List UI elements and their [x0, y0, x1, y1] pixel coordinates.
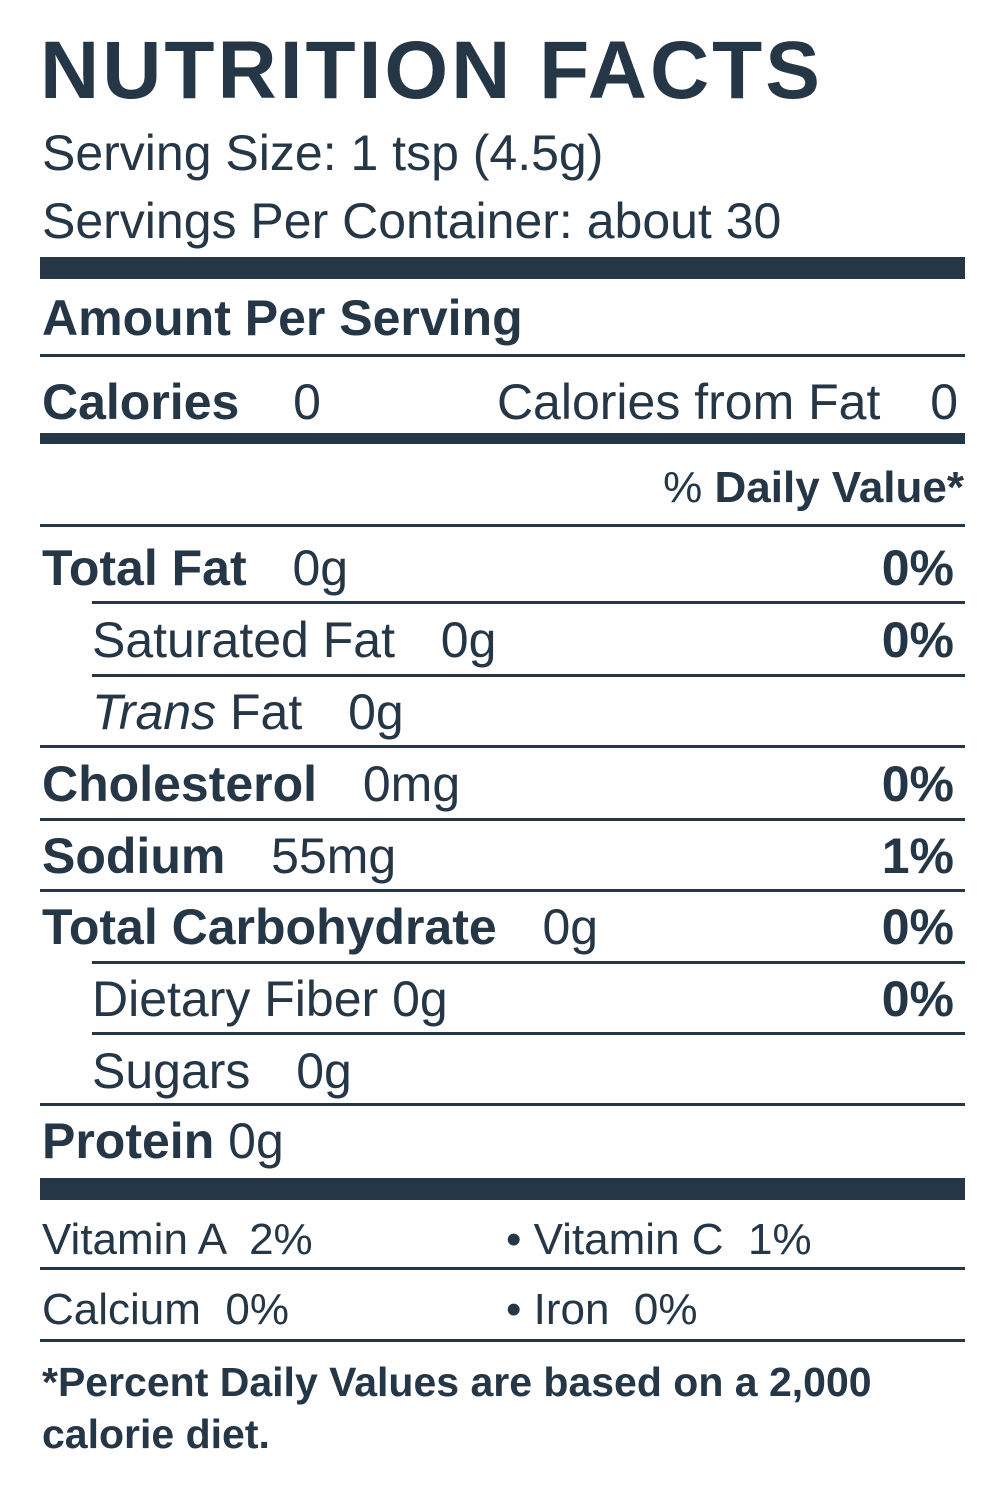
cholesterol-amount: 0mg [362, 756, 461, 812]
dietary-fiber-row: Dietary Fiber 0g [92, 969, 448, 1029]
cholesterol-label: Cholesterol [42, 756, 318, 812]
dietary-fiber-amount: 0g [392, 971, 448, 1027]
calories-row: Calories 0 [42, 372, 321, 432]
cholesterol-row: Cholesterol 0mg [42, 754, 460, 814]
divider [92, 601, 965, 604]
protein-row: Protein 0g [42, 1111, 284, 1171]
calories-from-fat-row: Calories from Fat 0 [497, 372, 958, 432]
medium-divider [40, 433, 965, 444]
calories-label: Calories [42, 374, 240, 430]
protein-label: Protein [42, 1113, 215, 1169]
saturated-fat-row: Saturated Fat 0g [92, 610, 496, 670]
thick-divider [40, 1178, 965, 1200]
divider [40, 354, 965, 357]
divider [40, 1103, 965, 1106]
divider [92, 961, 965, 964]
total-fat-amount: 0g [292, 540, 349, 596]
total-carbohydrate-dv: 0% [881, 899, 954, 955]
dietary-fiber-dv: 0% [881, 971, 954, 1027]
divider [92, 674, 965, 677]
cholesterol-dv: 0% [881, 756, 954, 812]
calories-value: 0 [293, 374, 321, 430]
total-carbohydrate-label: Total Carbohydrate [42, 899, 497, 955]
label-title: NUTRITION FACTS [40, 25, 823, 116]
total-carbohydrate-amount: 0g [542, 899, 599, 955]
saturated-fat-label: Saturated Fat [92, 612, 395, 668]
divider [92, 1032, 965, 1035]
daily-value-header: % Daily Value* [663, 462, 964, 514]
trans-fat-row: Trans Fat 0g [92, 682, 404, 742]
servings-per-container: Servings Per Container: about 30 [42, 193, 782, 249]
sodium-amount: 55mg [271, 828, 397, 884]
sodium-row: Sodium 55mg [42, 826, 396, 886]
trans-fat-label-italic: Trans [92, 684, 217, 740]
sodium-label: Sodium [42, 828, 226, 884]
total-fat-label: Total Fat [42, 540, 247, 596]
divider [40, 1267, 965, 1270]
divider [40, 745, 965, 748]
thick-divider [40, 257, 965, 279]
iron: • Iron 0% [506, 1285, 698, 1334]
sugars-amount: 0g [296, 1043, 352, 1099]
serving-size: Serving Size: 1 tsp (4.5g) [42, 125, 604, 181]
sugars-row: Sugars 0g [92, 1041, 352, 1101]
protein-amount: 0g [228, 1113, 284, 1169]
saturated-fat-amount: 0g [440, 612, 497, 668]
vitamin-a: Vitamin A 2% [42, 1215, 313, 1264]
sugars-label: Sugars [92, 1043, 251, 1099]
divider [40, 818, 965, 821]
calories-from-fat-value: 0 [930, 374, 958, 430]
trans-fat-amount: 0g [348, 684, 404, 740]
calories-from-fat-label: Calories from Fat [496, 374, 881, 430]
daily-value-label: Daily Value* [714, 463, 964, 512]
amount-per-serving: Amount Per Serving [42, 290, 523, 346]
dietary-fiber-label: Dietary Fiber [92, 971, 379, 1027]
divider [40, 524, 965, 527]
total-fat-dv: 0% [881, 540, 954, 596]
divider [40, 889, 965, 892]
divider [40, 1339, 965, 1342]
total-fat-row: Total Fat 0g [42, 538, 348, 598]
sodium-dv: 1% [881, 828, 954, 884]
trans-fat-label: Fat [230, 684, 303, 740]
total-carbohydrate-row: Total Carbohydrate 0g [42, 897, 598, 957]
footnote: *Percent Daily Values are based on a 2,0… [42, 1359, 872, 1457]
saturated-fat-dv: 0% [881, 612, 954, 668]
daily-value-percent-sign: % [663, 463, 703, 512]
vitamin-c: • Vitamin C 1% [506, 1215, 812, 1264]
calcium: Calcium 0% [42, 1285, 289, 1334]
